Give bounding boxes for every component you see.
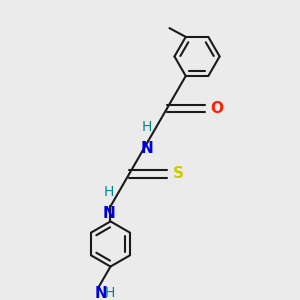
Text: N: N [140, 140, 153, 155]
Text: N: N [95, 286, 108, 300]
Text: O: O [210, 101, 223, 116]
Text: N: N [103, 206, 115, 221]
Text: H: H [141, 120, 152, 134]
Text: H: H [104, 185, 114, 200]
Text: H: H [105, 286, 115, 300]
Text: S: S [172, 166, 184, 181]
